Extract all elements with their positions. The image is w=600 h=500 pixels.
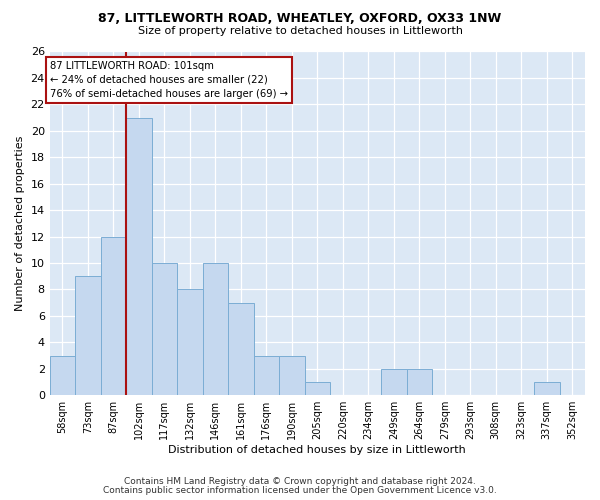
Text: 87 LITTLEWORTH ROAD: 101sqm
← 24% of detached houses are smaller (22)
76% of sem: 87 LITTLEWORTH ROAD: 101sqm ← 24% of det… (50, 61, 287, 99)
Text: Contains HM Land Registry data © Crown copyright and database right 2024.: Contains HM Land Registry data © Crown c… (124, 477, 476, 486)
Bar (126, 118, 152, 395)
Bar (152, 263, 177, 395)
Bar (203, 263, 228, 395)
Bar (534, 382, 560, 395)
Y-axis label: Number of detached properties: Number of detached properties (15, 136, 25, 311)
Text: 87, LITTLEWORTH ROAD, WHEATLEY, OXFORD, OX33 1NW: 87, LITTLEWORTH ROAD, WHEATLEY, OXFORD, … (98, 12, 502, 26)
Bar (101, 236, 126, 395)
Bar (75, 276, 101, 395)
X-axis label: Distribution of detached houses by size in Littleworth: Distribution of detached houses by size … (169, 445, 466, 455)
Bar (228, 302, 254, 395)
Text: Contains public sector information licensed under the Open Government Licence v3: Contains public sector information licen… (103, 486, 497, 495)
Bar (50, 356, 75, 395)
Bar (381, 369, 407, 395)
Bar (279, 356, 305, 395)
Bar (305, 382, 330, 395)
Bar (177, 290, 203, 395)
Bar (254, 356, 279, 395)
Bar (407, 369, 432, 395)
Text: Size of property relative to detached houses in Littleworth: Size of property relative to detached ho… (137, 26, 463, 36)
